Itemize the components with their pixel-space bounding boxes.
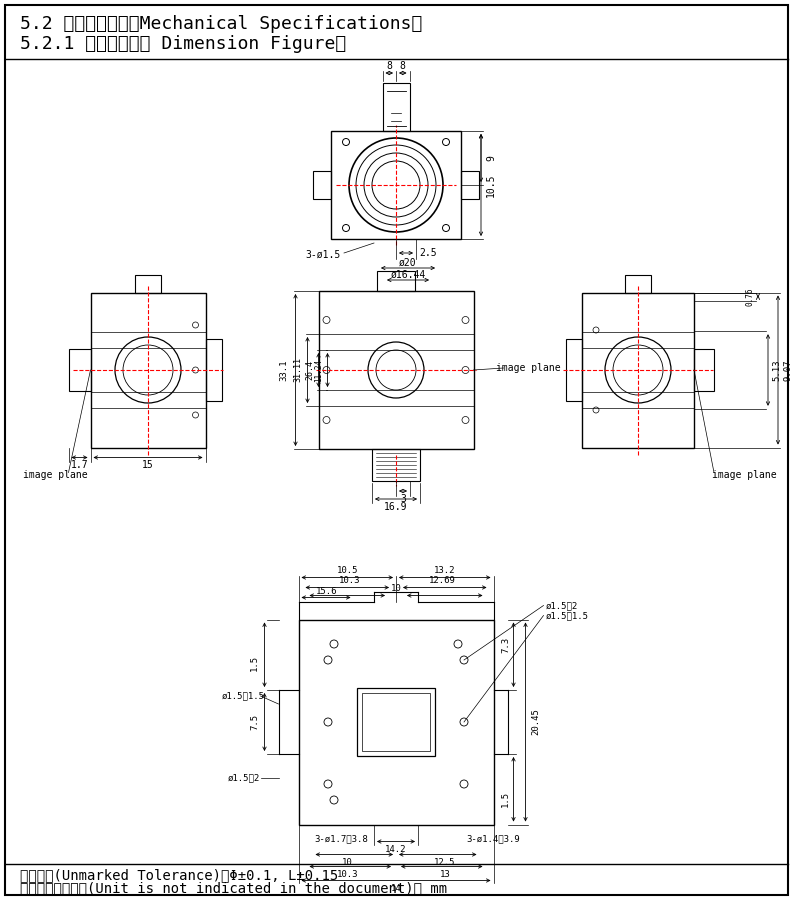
- Bar: [377, 271, 415, 291]
- Text: 12.5: 12.5: [434, 858, 455, 867]
- Text: 3: 3: [400, 494, 406, 504]
- Text: 9.07: 9.07: [783, 359, 792, 381]
- Text: image plane: image plane: [711, 471, 776, 481]
- Text: image plane: image plane: [23, 471, 88, 481]
- Text: image plane: image plane: [496, 363, 561, 373]
- Text: 10.3: 10.3: [339, 576, 360, 585]
- Text: 1.5: 1.5: [501, 791, 510, 807]
- Bar: [362, 693, 430, 751]
- Text: ø20: ø20: [399, 258, 417, 268]
- Text: ø16.44: ø16.44: [390, 270, 426, 280]
- Bar: [566, 339, 582, 401]
- Text: 10: 10: [342, 858, 353, 867]
- Text: 5.13: 5.13: [772, 359, 781, 381]
- Text: 1.5: 1.5: [250, 654, 259, 670]
- Text: 31.11: 31.11: [293, 357, 302, 382]
- Text: 9: 9: [486, 155, 496, 161]
- Bar: [382, 83, 409, 131]
- Text: 0.76: 0.76: [745, 287, 754, 306]
- Text: 3-ø1.7深3.8: 3-ø1.7深3.8: [314, 834, 368, 843]
- Text: 12.69: 12.69: [429, 576, 456, 585]
- Text: 8: 8: [386, 61, 393, 71]
- Text: 3-ø1.4深3.9: 3-ø1.4深3.9: [466, 834, 519, 843]
- Bar: [694, 349, 714, 391]
- Bar: [135, 274, 161, 292]
- Text: ø1.5高2: ø1.5高2: [228, 773, 259, 782]
- Text: 10.3: 10.3: [336, 870, 358, 879]
- Bar: [357, 688, 435, 756]
- Text: 7.3: 7.3: [501, 637, 510, 653]
- Text: 10.5: 10.5: [486, 173, 496, 197]
- Bar: [298, 619, 493, 824]
- Bar: [461, 171, 479, 199]
- Text: 14: 14: [391, 884, 401, 893]
- Text: 14.2: 14.2: [385, 845, 407, 854]
- Text: 3-ø1.5: 3-ø1.5: [306, 250, 341, 260]
- Text: 5.2 机构参数规格（Mechanical Specifications）: 5.2 机构参数规格（Mechanical Specifications）: [20, 15, 423, 33]
- Bar: [68, 349, 90, 391]
- Text: 15: 15: [142, 461, 154, 471]
- Bar: [313, 171, 331, 199]
- Bar: [625, 274, 651, 292]
- Text: 26.4: 26.4: [305, 360, 314, 380]
- Text: 7.5: 7.5: [250, 714, 259, 730]
- Text: 10: 10: [391, 584, 401, 593]
- Text: 2.5: 2.5: [419, 248, 437, 258]
- Text: 5.2.1 外形尺寸图（ Dimension Figure）: 5.2.1 外形尺寸图（ Dimension Figure）: [20, 35, 347, 53]
- Text: ø1.5高1.5: ø1.5高1.5: [222, 691, 265, 700]
- Bar: [331, 131, 461, 239]
- Text: 8: 8: [400, 61, 406, 71]
- Bar: [205, 339, 221, 401]
- Bar: [90, 292, 205, 447]
- Text: ø1.5高1.5: ø1.5高1.5: [546, 611, 588, 620]
- Bar: [372, 449, 420, 481]
- Text: 11.24: 11.24: [314, 358, 323, 382]
- Text: 16.9: 16.9: [385, 502, 408, 512]
- Text: 15.6: 15.6: [316, 587, 337, 596]
- Text: 1.7: 1.7: [71, 461, 88, 471]
- Bar: [582, 292, 694, 447]
- Text: 本规格书未注单位(Unit is not indicated in the document)： mm: 本规格书未注单位(Unit is not indicated in the do…: [20, 881, 447, 895]
- Text: 13.2: 13.2: [434, 566, 455, 575]
- Text: 13: 13: [439, 870, 450, 879]
- Text: ø1.5高2: ø1.5高2: [546, 601, 578, 610]
- Text: 未注公差(Unmarked Tolerance)：Φ±0.1, L±0.15: 未注公差(Unmarked Tolerance)：Φ±0.1, L±0.15: [20, 868, 339, 882]
- Bar: [319, 291, 473, 449]
- Text: 10.5: 10.5: [336, 566, 358, 575]
- Text: 20.45: 20.45: [531, 708, 540, 735]
- Text: 33.1: 33.1: [279, 359, 288, 381]
